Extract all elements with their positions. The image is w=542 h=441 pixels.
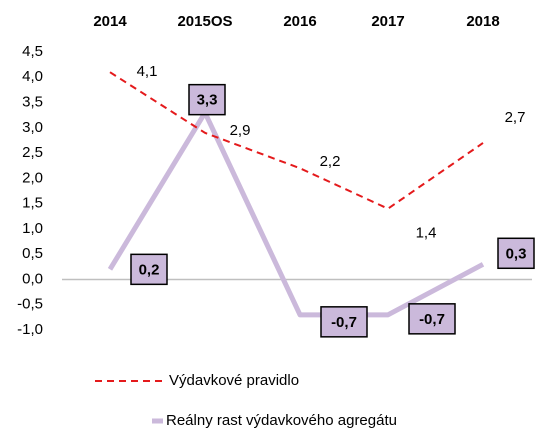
data-label: 0,3: [506, 245, 527, 262]
y-tick-label: -1,0: [17, 321, 43, 338]
data-label: 4,1: [137, 63, 158, 80]
y-tick-label: 4,0: [22, 68, 43, 85]
data-label: 2,9: [230, 122, 251, 139]
x-tick-label: 2015OS: [177, 13, 232, 30]
y-tick-label: 1,0: [22, 220, 43, 237]
legend-label: Výdavkové pravidlo: [169, 372, 299, 389]
y-tick-label: 0,0: [22, 270, 43, 287]
data-label-box: [497, 237, 535, 270]
data-label: 3,3: [197, 92, 218, 109]
y-tick-label: 4,5: [22, 43, 43, 60]
y-tick-label: 1,5: [22, 195, 43, 212]
data-label: 2,7: [505, 109, 526, 126]
series-line: [109, 71, 484, 210]
series-line: [107, 110, 485, 318]
legend-label: Reálny rast výdavkového agregátu: [166, 412, 397, 429]
data-label: 2,2: [320, 153, 341, 170]
data-label-box: [320, 306, 368, 338]
data-label: -0,7: [331, 314, 357, 331]
data-label-box: [408, 303, 456, 335]
x-tick-label: 2014: [93, 13, 127, 30]
data-label: -0,7: [419, 311, 445, 328]
y-tick-label: -0,5: [17, 296, 43, 313]
data-label: 1,4: [416, 225, 437, 242]
x-tick-label: 2018: [466, 13, 499, 30]
y-tick-label: 3,0: [22, 119, 43, 136]
y-tick-label: 0,5: [22, 245, 43, 262]
y-tick-label: 3,5: [22, 94, 43, 111]
data-label-box: [130, 253, 168, 286]
y-tick-label: 2,5: [22, 144, 43, 161]
data-label-box: [188, 83, 226, 116]
data-label: 0,2: [139, 261, 160, 278]
y-tick-label: 2,0: [22, 169, 43, 186]
x-tick-label: 2016: [283, 13, 316, 30]
x-tick-label: 2017: [371, 13, 404, 30]
